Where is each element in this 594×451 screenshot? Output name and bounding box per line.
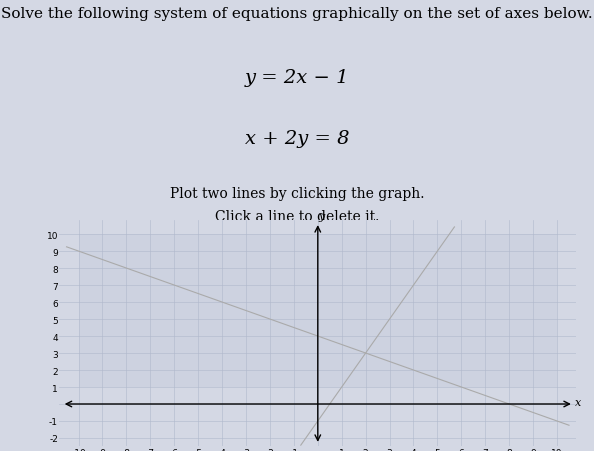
Text: y: y bbox=[318, 212, 324, 222]
Bar bbox=[78, 235, 557, 387]
Text: Plot two lines by clicking the graph.: Plot two lines by clicking the graph. bbox=[170, 186, 424, 200]
Text: Click a line to delete it.: Click a line to delete it. bbox=[215, 210, 379, 224]
Text: x: x bbox=[575, 397, 582, 407]
Text: x + 2y = 8: x + 2y = 8 bbox=[245, 130, 349, 148]
Text: Solve the following system of equations graphically on the set of axes below.: Solve the following system of equations … bbox=[1, 6, 593, 20]
Text: y = 2x − 1: y = 2x − 1 bbox=[245, 69, 349, 87]
